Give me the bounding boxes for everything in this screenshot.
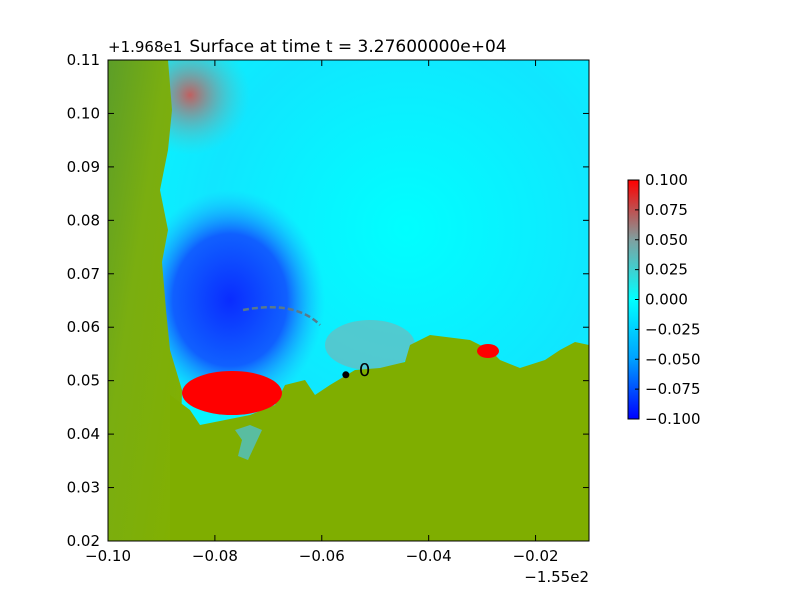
y-tick-label: 0.09 [67,158,100,176]
colorbar-tick-label: −0.050 [645,350,701,368]
colorbar-ticks: −0.100 −0.075 −0.050 −0.025 0.000 0.025 0.050 0… [635,171,701,428]
colorbar-tick-label: 0.050 [645,231,688,249]
x-tick-label: −0.04 [406,547,452,565]
land-south [170,335,589,541]
y-tick-label: 0.07 [67,265,100,283]
y-axis-ticks: 0.02 0.03 0.04 0.05 0.06 0.07 0.08 0.09 0.10 0.11 [67,51,589,550]
gauge-label: 0 [359,360,370,381]
shoreline-anomaly [325,320,415,370]
colorbar-tick-label: −0.075 [645,380,701,398]
y-tick-label: 0.10 [67,104,100,122]
y-tick-label: 0.08 [67,211,100,229]
y-tick-label: 0.03 [67,479,100,497]
colorbar-tick-label: −0.100 [645,410,701,428]
surface-field [108,60,589,541]
wave-front [242,306,321,326]
y-tick-label: 0.11 [67,51,100,69]
x-tick-label: −0.06 [299,547,345,565]
colorbar-tick-label: −0.025 [645,320,701,338]
land-west [108,60,182,541]
y-offset-label: +1.968e1 [108,38,182,56]
colorbar-tick-label: 0.025 [645,261,688,279]
gauge-marker [342,371,350,379]
y-tick-label: 0.04 [67,425,100,443]
x-tick-label: −0.10 [85,547,131,565]
plot-frame [107,59,590,542]
colorbar-tick-label: 0.075 [645,201,688,219]
y-tick-label: 0.05 [67,372,100,390]
y-tick-label: 0.06 [67,318,100,336]
colorbar-tick-label: 0.000 [645,291,688,309]
land-inlet [235,425,262,460]
chart-title: Surface at time t = 3.27600000e+04 [189,37,506,57]
x-tick-label: −0.08 [192,547,238,565]
colorbar-tick-label: 0.100 [645,171,688,189]
negative-anomaly [135,190,325,410]
red-anomaly-main [182,371,282,415]
y-tick-label: 0.02 [67,532,100,550]
x-offset-label: −1.55e2 [524,568,589,586]
x-axis-ticks: −0.10 −0.08 −0.06 −0.04 −0.02 [85,60,559,565]
x-tick-label: −0.02 [513,547,559,565]
red-anomaly-east [477,344,499,358]
